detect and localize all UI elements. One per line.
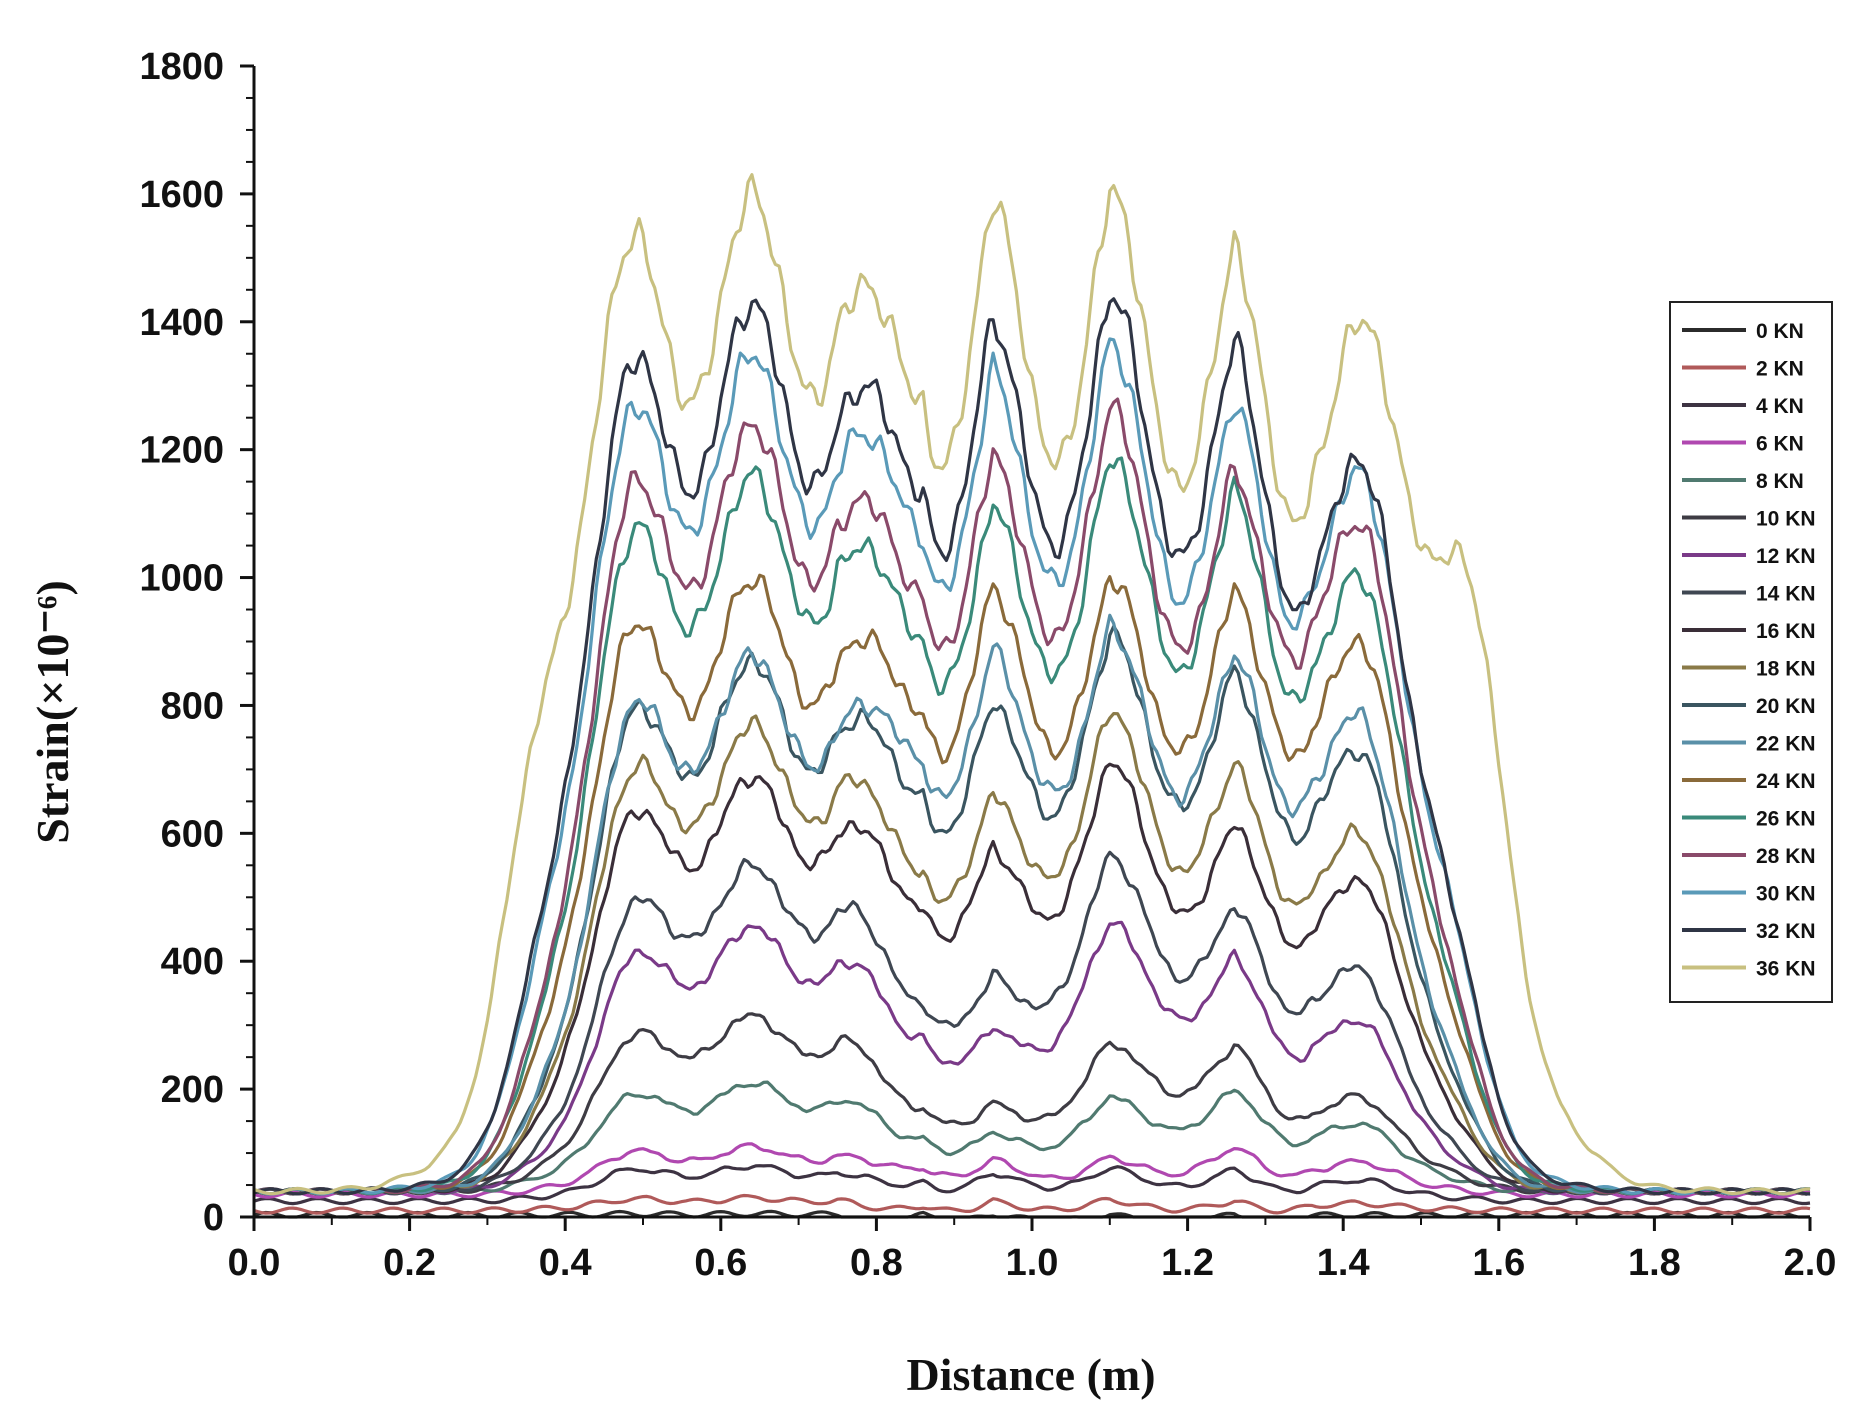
plot-lines xyxy=(253,173,1811,1219)
legend-label: 10 KN xyxy=(1756,508,1816,531)
x-tick-label: 0.2 xyxy=(383,1242,436,1284)
y-tick-label: 800 xyxy=(161,685,224,727)
x-tick-label: 2.0 xyxy=(1784,1242,1837,1284)
legend-label: 28 KN xyxy=(1756,845,1816,868)
series-line-2-kn xyxy=(253,1193,1811,1215)
series-line-18-kn xyxy=(253,712,1811,1196)
x-tick-label: 1.2 xyxy=(1161,1242,1214,1284)
y-tick-label: 1600 xyxy=(139,174,224,216)
x-tick-label: 1.8 xyxy=(1628,1242,1681,1284)
legend-label: 0 KN xyxy=(1756,320,1804,343)
x-tick-label: 0.8 xyxy=(850,1242,903,1284)
legend-label: 6 KN xyxy=(1756,433,1804,456)
legend-label: 32 KN xyxy=(1756,920,1816,943)
legend: 0 KN 2 KN 4 KN 6 KN 8 KN 10 KN 12 KN 14 KN 16 KN… xyxy=(1669,301,1833,1003)
y-tick-label: 600 xyxy=(161,813,224,855)
legend-label: 22 KN xyxy=(1756,733,1816,756)
x-tick-label: 1.4 xyxy=(1317,1242,1370,1284)
y-tick-label: 200 xyxy=(161,1069,224,1111)
series-line-28-kn xyxy=(253,397,1810,1196)
y-tick-label: 1200 xyxy=(139,430,224,472)
legend-label: 24 KN xyxy=(1756,770,1816,793)
series-line-24-kn xyxy=(253,573,1810,1196)
legend-label: 18 KN xyxy=(1756,658,1816,681)
y-tick-label: 0 xyxy=(203,1197,224,1239)
legend-label: 14 KN xyxy=(1756,583,1816,606)
legend-label: 20 KN xyxy=(1756,695,1816,718)
y-tick-label: 400 xyxy=(161,941,224,983)
x-tick-label: 0.0 xyxy=(228,1242,281,1284)
series-line-36-kn xyxy=(253,173,1811,1196)
legend-label: 4 KN xyxy=(1756,395,1804,418)
x-tick-label: 0.4 xyxy=(539,1242,592,1284)
legend-label: 36 KN xyxy=(1756,958,1816,981)
legend-label: 12 KN xyxy=(1756,545,1816,568)
legend-label: 8 KN xyxy=(1756,470,1804,493)
legend-label: 26 KN xyxy=(1756,808,1816,831)
legend-label: 30 KN xyxy=(1756,883,1816,906)
series-line-32-kn xyxy=(253,297,1811,1196)
x-tick-label: 1.6 xyxy=(1472,1242,1525,1284)
y-tick-label: 1400 xyxy=(139,302,224,344)
series-line-4-kn xyxy=(253,1164,1811,1206)
y-axis-title: Strain(×10⁻⁶) xyxy=(27,580,78,844)
series-line-10-kn xyxy=(253,1012,1811,1196)
legend-label: 2 KN xyxy=(1756,358,1804,381)
ticks: 0.0 0.2 0.4 0.6 0.8 1.0 1.2 1.4 1.6 1.8 2.0 0 200 400… xyxy=(139,46,1836,1284)
y-tick-label: 1000 xyxy=(139,558,224,600)
x-tick-label: 0.6 xyxy=(694,1242,747,1284)
y-tick-label: 1800 xyxy=(139,46,224,88)
series-line-26-kn xyxy=(253,456,1810,1196)
legend-label: 16 KN xyxy=(1756,620,1816,643)
x-tick-label: 1.0 xyxy=(1006,1242,1059,1284)
legend-box xyxy=(1669,301,1833,1003)
series-line-30-kn xyxy=(253,337,1811,1196)
x-axis-title: Distance (m) xyxy=(906,1349,1155,1400)
